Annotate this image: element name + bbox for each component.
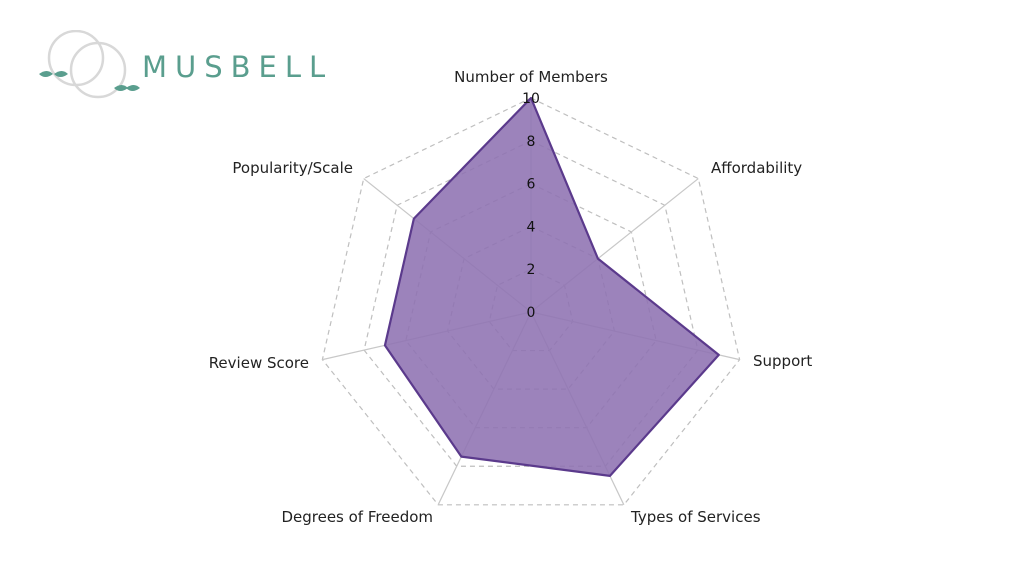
axis-label: Support <box>753 352 812 370</box>
axis-label: Types of Services <box>630 508 761 526</box>
radar-ticks: 0 2 4 6 8 10 <box>522 91 540 321</box>
grid-ring <box>321 97 741 506</box>
musbell-logo: MUSBELL <box>36 30 356 104</box>
radar-axis-labels: Number of Members Affordability Support Typ… <box>209 68 813 526</box>
radar-series <box>383 96 720 477</box>
grid-ring <box>363 140 699 467</box>
axis-label: Number of Members <box>454 68 608 86</box>
series-area <box>383 96 720 477</box>
axis-label: Review Score <box>209 354 309 372</box>
tick-label: 6 <box>527 177 536 193</box>
axis-label: Popularity/Scale <box>232 159 353 177</box>
tick-label: 10 <box>522 91 540 107</box>
tick-label: 8 <box>527 134 536 150</box>
logo-text: MUSBELL <box>142 50 334 84</box>
axis-label: Degrees of Freedom <box>281 508 433 526</box>
tick-label: 2 <box>527 262 536 278</box>
rings-icon <box>39 30 140 99</box>
tick-label: 4 <box>527 219 536 235</box>
axis-label: Affordability <box>711 159 802 177</box>
tick-label: 0 <box>527 305 536 321</box>
